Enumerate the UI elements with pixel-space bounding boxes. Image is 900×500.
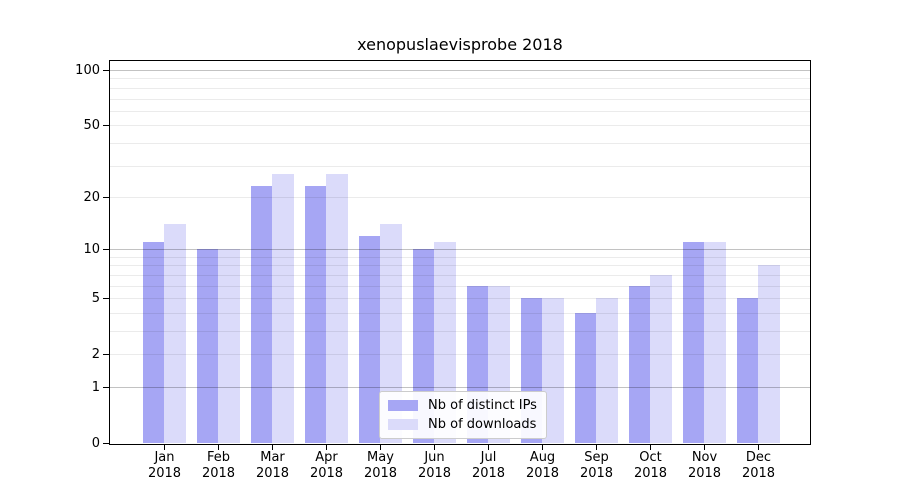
gridline-7 [110,274,810,276]
x-tick-mark-jan [163,445,166,450]
x-tick-label-feb: Feb 2018 [201,450,236,481]
bar-distinct-ips-dec [736,298,758,443]
plot-area [109,60,811,445]
bar-downloads-may [380,224,402,443]
legend-label-downloads: Nb of downloads [428,417,537,432]
legend-label-distinct-ips: Nb of distinct IPs [428,398,537,413]
bar-distinct-ips-mar [250,186,272,443]
y-tick-mark-20 [103,196,109,199]
gridline-60 [110,110,810,112]
x-tick-label-dec: Dec 2018 [741,450,776,481]
y-tick-label-2: 2 [91,347,100,363]
gridline-30 [110,165,810,167]
x-tick-label-sep: Sep 2018 [579,450,614,481]
y-tick-mark-10 [103,249,109,251]
x-tick-mark-jul [487,445,490,450]
x-tick-label-jun: Jun 2018 [417,450,452,481]
gridline-5 [110,298,810,300]
x-tick-label-jan: Jan 2018 [147,450,182,481]
x-tick-mark-aug [541,445,544,450]
bar-distinct-ips-sep [574,312,596,443]
x-tick-label-oct: Oct 2018 [633,450,668,481]
y-tick-label-5: 5 [91,291,100,307]
x-tick-label-nov: Nov 2018 [687,450,722,481]
bar-distinct-ips-apr [304,186,326,443]
bar-distinct-ips-may [358,235,380,443]
bar-downloads-feb [218,249,240,443]
bar-downloads-nov [704,242,726,443]
gridline-80 [110,87,810,89]
x-tick-mark-nov [703,445,706,450]
x-tick-label-may: May 2018 [363,450,398,481]
gridline-20 [110,196,810,198]
y-tick-mark-2 [103,354,109,356]
gridline-8 [110,265,810,267]
bar-distinct-ips-feb [196,249,218,443]
x-tick-mark-jun [433,445,436,450]
y-tick-label-1: 1 [91,379,100,395]
gridline-100 [110,70,810,72]
x-tick-label-jul: Jul 2018 [471,450,506,481]
y-tick-mark-1 [103,386,109,389]
bar-downloads-oct [650,274,672,443]
gridline-50 [110,125,810,127]
bar-distinct-ips-oct [628,285,650,443]
y-tick-label-10: 10 [83,242,100,258]
gridline-40 [110,142,810,144]
y-tick-label-100: 100 [75,63,100,79]
y-tick-label-50: 50 [83,118,100,134]
y-tick-mark-5 [103,298,109,300]
x-tick-mark-dec [757,445,760,450]
grid-layer [110,61,810,444]
y-tick-label-20: 20 [83,189,100,205]
gridline-9 [110,256,810,258]
x-tick-label-mar: Mar 2018 [255,450,290,481]
gridline-6 [110,285,810,287]
x-tick-mark-feb [217,445,220,450]
legend-swatch-downloads [388,419,418,430]
bar-downloads-sep [596,298,618,443]
x-tick-mark-mar [271,445,274,450]
legend-swatch-distinct-ips [388,400,418,411]
bar-downloads-apr [326,173,348,443]
gridline-4 [110,312,810,314]
bar-distinct-ips-nov [682,242,704,443]
gridline-2 [110,354,810,356]
y-tick-mark-50 [103,125,109,127]
y-tick-mark-0 [103,442,109,445]
bar-downloads-aug [542,298,564,443]
legend-item-distinct-ips: Nb of distinct IPs [388,397,537,414]
legend: Nb of distinct IPs Nb of downloads [379,391,547,439]
bar-downloads-mar [272,173,294,443]
gridline-1 [110,386,810,388]
x-tick-label-aug: Aug 2018 [525,450,560,481]
bar-downloads-dec [758,265,780,443]
y-tick-mark-100 [103,69,109,72]
gridline-90 [110,78,810,80]
legend-item-downloads: Nb of downloads [388,416,537,433]
gridline-10 [110,249,810,251]
gridline-70 [110,98,810,100]
x-tick-label-apr: Apr 2018 [309,450,344,481]
x-tick-mark-oct [649,445,652,450]
x-tick-mark-apr [325,445,328,450]
x-tick-mark-may [379,445,382,450]
y-tick-label-0: 0 [91,436,100,451]
chart-title: xenopuslaevisprobe 2018 [357,35,563,54]
x-tick-mark-sep [595,445,598,450]
gridline-3 [110,330,810,332]
bar-downloads-jan [164,224,186,443]
bar-distinct-ips-jan [142,242,164,443]
